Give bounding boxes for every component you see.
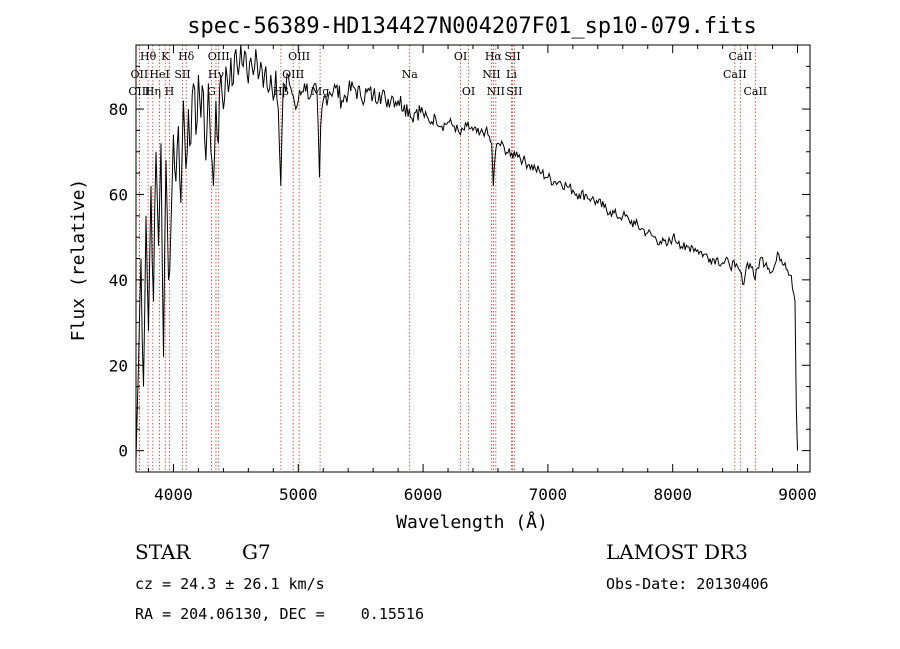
marker-label: OI bbox=[462, 85, 475, 98]
marker-label: SII bbox=[506, 85, 522, 98]
marker-label: CaII bbox=[723, 68, 747, 81]
chart-title: spec-56389-HD134427N004207F01_sp10-079.f… bbox=[187, 14, 757, 39]
spectrum-line bbox=[135, 44, 798, 460]
line-marker-lines bbox=[138, 45, 756, 472]
x-tick-label: 4000 bbox=[154, 485, 193, 504]
marker-label: Li bbox=[506, 68, 517, 81]
marker-label: HeI bbox=[149, 68, 169, 81]
y-tick-label: 60 bbox=[109, 185, 128, 204]
y-tick-label: 0 bbox=[118, 442, 128, 461]
marker-label: OIII bbox=[288, 50, 310, 63]
marker-label: CaII bbox=[729, 50, 753, 63]
marker-label: Hγ bbox=[208, 68, 225, 81]
object-class: STAR bbox=[135, 540, 191, 564]
marker-label: CaII bbox=[743, 85, 767, 98]
y-tick-label: 40 bbox=[109, 271, 128, 290]
y-tick-label: 20 bbox=[109, 356, 128, 375]
marker-label: Na bbox=[402, 68, 419, 81]
survey-name: LAMOST DR3 bbox=[606, 540, 748, 564]
marker-label: K bbox=[161, 50, 170, 63]
marker-label: Hη bbox=[145, 85, 161, 98]
x-tick-label: 5000 bbox=[279, 485, 318, 504]
marker-label: Hα bbox=[485, 50, 503, 63]
x-tick-label: 6000 bbox=[404, 485, 443, 504]
marker-label: G bbox=[207, 85, 216, 98]
marker-label: SII bbox=[504, 50, 520, 63]
marker-label: OI bbox=[454, 50, 467, 63]
plot-frame bbox=[135, 44, 811, 473]
x-tick-label: 8000 bbox=[653, 485, 692, 504]
marker-label: H bbox=[165, 85, 175, 98]
marker-label: OIII bbox=[128, 85, 150, 98]
ra-dec: RA = 204.06130, DEC = 0.15516 bbox=[135, 605, 424, 623]
obs-date: Obs-Date: 20130406 bbox=[606, 575, 769, 593]
marker-label: SII bbox=[174, 68, 190, 81]
marker-label: OIII bbox=[208, 50, 230, 63]
x-tick-label: 9000 bbox=[778, 485, 817, 504]
marker-label: Hδ bbox=[178, 50, 195, 63]
marker-label: Mg bbox=[311, 85, 329, 98]
x-axis-label: Wavelength (Å) bbox=[396, 511, 548, 533]
object-subclass: G7 bbox=[242, 540, 271, 564]
marker-label: Hθ bbox=[140, 50, 157, 63]
y-axis-ticks: 0 20 40 60 80 bbox=[109, 65, 810, 461]
redshift-cz: cz = 24.3 ± 26.1 km/s bbox=[135, 575, 325, 593]
x-axis-ticks: 4000 5000 6000 7000 8000 9000 bbox=[147, 45, 817, 504]
marker-label: OIII bbox=[282, 68, 304, 81]
marker-label: OII bbox=[131, 68, 149, 81]
y-axis-label: Flux (relative) bbox=[68, 179, 89, 342]
x-tick-label: 7000 bbox=[529, 485, 568, 504]
marker-label: NII bbox=[482, 68, 500, 81]
y-tick-label: 80 bbox=[109, 100, 128, 119]
marker-label: NII bbox=[487, 85, 505, 98]
